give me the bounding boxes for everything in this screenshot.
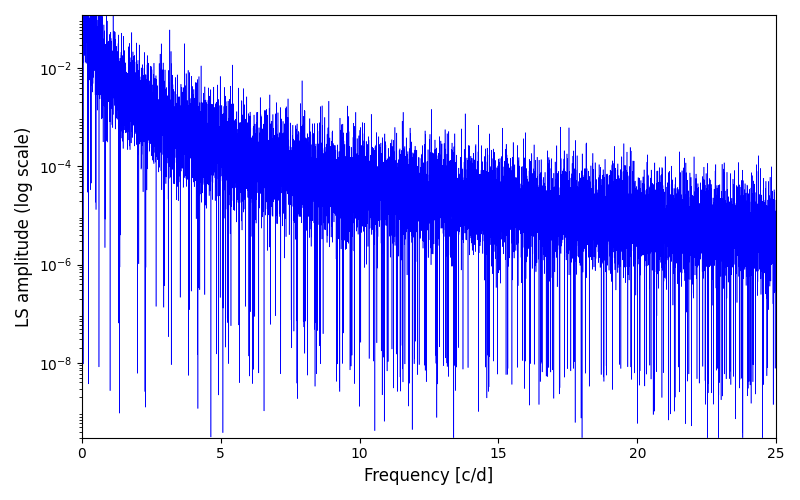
Y-axis label: LS amplitude (log scale): LS amplitude (log scale) [15,126,33,326]
X-axis label: Frequency [c/d]: Frequency [c/d] [364,467,494,485]
